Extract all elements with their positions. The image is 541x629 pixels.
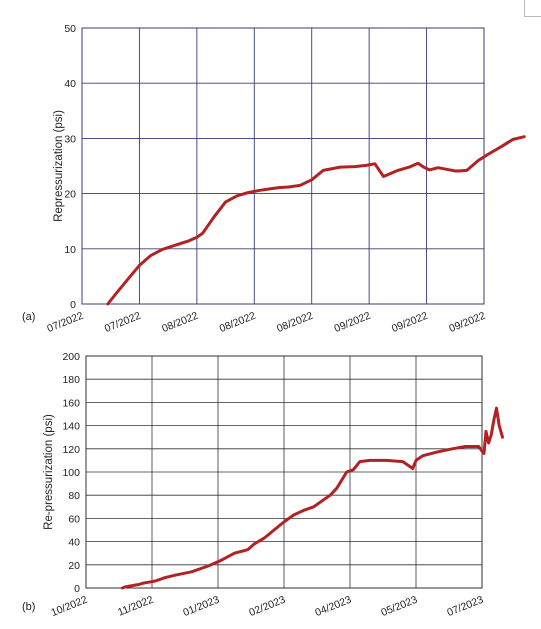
- panel-a-y-axis-label: Repressurization (psi): [53, 110, 65, 222]
- y-tick-label: 50: [64, 23, 76, 35]
- y-tick-label: 100: [62, 467, 80, 479]
- x-tick-label: 08/2022: [160, 310, 200, 335]
- panel-b: 0 20 40 60 80 100 120 140 160 180 200 10/2022 11/20…: [22, 351, 504, 619]
- x-tick-label: 08/2022: [275, 310, 315, 335]
- y-tick-label: 80: [68, 490, 80, 502]
- panel-a: 0 10 20 30 40 50 07/2022 07/2022 08/2022 08/2022…: [22, 23, 526, 335]
- panel-b-label: (b): [22, 601, 35, 613]
- x-tick-label: 08/2022: [218, 310, 258, 335]
- x-tick-label: 10/2022: [49, 594, 89, 619]
- y-tick-label: 0: [74, 583, 80, 595]
- page-corner-mark: [524, 0, 541, 17]
- y-tick-label: 160: [62, 397, 80, 409]
- panel-a-grid: [81, 27, 485, 305]
- y-tick-label: 10: [64, 244, 76, 256]
- panel-a-series-line: [106, 135, 526, 306]
- y-tick-label: 0: [70, 299, 76, 311]
- panel-b-grid: [85, 355, 483, 589]
- x-tick-label: 09/2022: [390, 310, 430, 335]
- x-tick-label: 01/2023: [181, 594, 221, 619]
- panel-a-y-tick-labels: 0 10 20 30 40 50: [64, 23, 76, 311]
- panel-a-label: (a): [22, 311, 35, 323]
- panel-b-x-tick-labels: 10/2022 11/2022 01/2023 02/2023 04/2023 05/20…: [49, 594, 485, 619]
- x-tick-label: 09/2022: [333, 310, 373, 335]
- y-tick-label: 200: [62, 351, 80, 363]
- panel-a-x-tick-labels: 07/2022 07/2022 08/2022 08/2022 08/2022 09/20…: [45, 310, 487, 335]
- y-tick-label: 30: [64, 133, 76, 145]
- x-tick-label: 09/2022: [447, 310, 487, 335]
- panel-b-series-line: [120, 406, 504, 590]
- panel-b-y-axis-label: Re-pressurization (psi): [43, 414, 55, 530]
- x-tick-label: 02/2023: [247, 594, 287, 619]
- panel-b-y-tick-labels: 0 20 40 60 80 100 120 140 160 180 200: [62, 351, 80, 595]
- x-tick-label: 07/2022: [45, 310, 85, 335]
- x-tick-label: 11/2022: [116, 594, 155, 619]
- y-tick-label: 140: [62, 421, 80, 433]
- x-tick-label: 05/2023: [379, 594, 419, 619]
- y-tick-label: 20: [68, 560, 80, 572]
- y-tick-label: 180: [62, 374, 80, 386]
- y-tick-label: 60: [68, 513, 80, 525]
- x-tick-label: 07/2023: [445, 594, 485, 619]
- y-tick-label: 120: [62, 444, 80, 456]
- y-tick-label: 40: [64, 78, 76, 90]
- x-tick-label: 07/2022: [103, 310, 143, 335]
- x-tick-label: 04/2023: [313, 594, 353, 619]
- y-tick-label: 20: [64, 189, 76, 201]
- y-tick-label: 40: [68, 537, 80, 549]
